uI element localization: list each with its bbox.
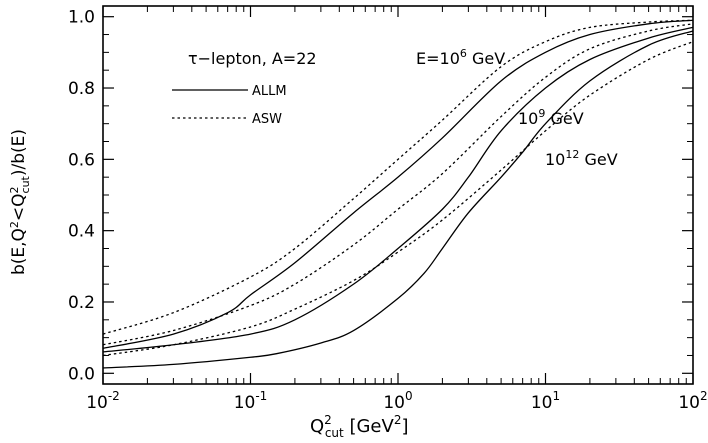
legend-label-allm: ALLM (252, 84, 287, 99)
energy-label-1e6: E=106 GeV (416, 47, 505, 68)
series-layer (102, 19, 694, 369)
x-tick-label: 102 (678, 389, 707, 413)
series-line-3 (102, 23, 694, 346)
y-axis-label: b(E,Q2<Q2cut)/b(E) (8, 129, 32, 275)
y-tick-label: 1.0 (68, 8, 95, 28)
energy-label-1e12: 1012 GeV (545, 148, 618, 169)
x-tick-label: 101 (531, 389, 560, 413)
y-tick-label: 0.8 (68, 79, 95, 99)
series-line-4 (102, 30, 694, 369)
y-tick-label: 0.0 (68, 364, 95, 384)
x-tick-label: 100 (383, 389, 412, 413)
y-tick-label: 0.2 (68, 293, 95, 313)
series-line-1 (102, 19, 694, 335)
x-axis-label: Q2 cut [GeV2] (310, 413, 409, 440)
series-line-0 (102, 19, 694, 349)
x-tick-label: 10-1 (234, 389, 268, 413)
legend: ALLM ASW (172, 84, 287, 127)
series-line-5 (102, 41, 694, 357)
y-axis-label-group: b(E,Q2<Q2cut)/b(E) (8, 129, 32, 275)
legend-label-asw: ASW (252, 112, 282, 127)
energy-label-1e9: 109 GeV (518, 107, 584, 128)
plot-frame (102, 5, 694, 385)
series-line-2 (102, 26, 694, 353)
axis-ticks: 10-2 10-1 100 101 102 0.0 0.2 0.4 0.6 0.8 1.0 (68, 6, 708, 413)
y-tick-label: 0.6 (68, 150, 95, 170)
y-tick-label: 0.4 (68, 222, 95, 242)
x-tick-label: 10-2 (86, 389, 120, 413)
lepton-annotation: τ−lepton, A=22 (188, 49, 317, 68)
